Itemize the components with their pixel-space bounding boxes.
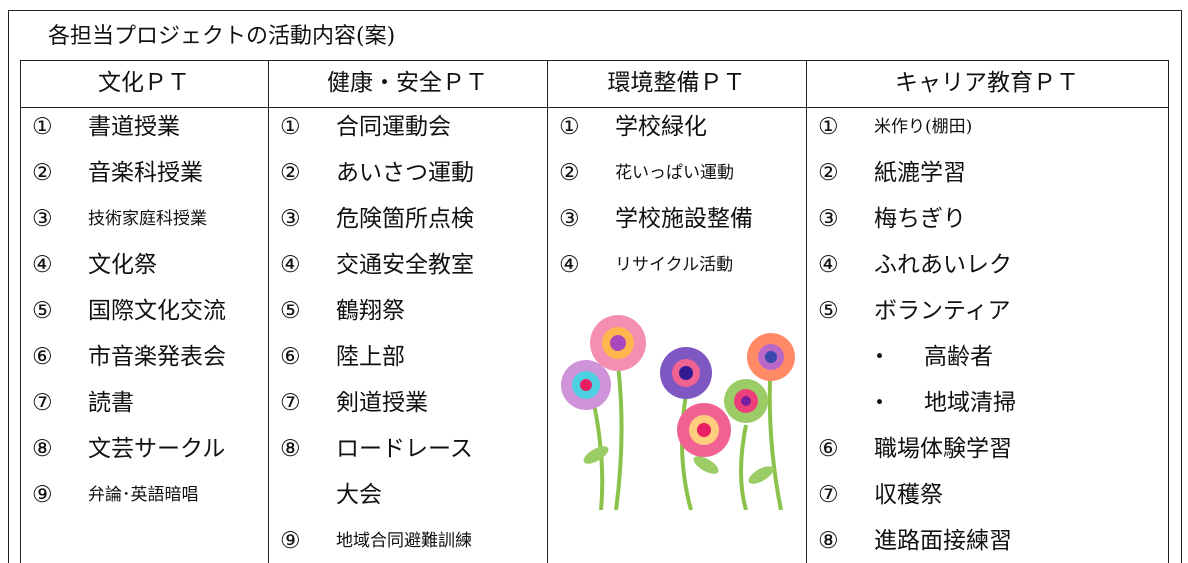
column-header: 文化ＰＴ (98, 70, 190, 96)
rule (20, 107, 1168, 108)
item-text: ふれあいレク (874, 252, 1012, 278)
item-number: ⑥ (32, 344, 53, 370)
item-number: ① (559, 114, 580, 140)
item-number: ⑤ (818, 298, 839, 324)
item-text: 地域清掃 (924, 390, 1016, 416)
item-number: ・ (868, 344, 891, 370)
item-text: 学校緑化 (615, 114, 707, 140)
column-rule (20, 60, 21, 563)
item-number: ⑤ (280, 298, 301, 324)
item-text: 市音楽発表会 (88, 344, 226, 370)
item-number: ③ (818, 206, 839, 232)
item-number: ③ (32, 206, 53, 232)
item-number: ⑨ (32, 482, 53, 508)
item-text: 読書 (88, 390, 134, 416)
column-rule (547, 60, 548, 563)
frame (8, 10, 1182, 563)
item-text: 音楽科授業 (88, 160, 203, 186)
column-rule (268, 60, 269, 563)
item-number: ④ (32, 252, 53, 278)
flowers (561, 315, 795, 510)
item-text: 文芸サークル (88, 436, 226, 462)
item-text: 職場体験学習 (874, 436, 1012, 462)
item-text: 鶴翔祭 (336, 298, 405, 324)
item-number: ① (280, 114, 301, 140)
item-text: 収穫祭 (874, 482, 943, 508)
item-number: ⑧ (280, 436, 301, 462)
item-number: ⑦ (818, 482, 839, 508)
item-text: 花いっぱい運動 (615, 163, 734, 183)
item-text: 地域合同避難訓練 (336, 531, 472, 551)
item-text: 梅ちぎり (874, 206, 966, 232)
item-number: ⑨ (280, 528, 301, 554)
item-text: 技術家庭科授業 (88, 209, 207, 229)
item-text: 大会 (336, 482, 382, 508)
item-text: 文化祭 (88, 252, 157, 278)
item-number: ④ (280, 252, 301, 278)
item-number: ⑧ (32, 436, 53, 462)
column-header: キャリア教育ＰＴ (895, 70, 1079, 96)
item-number: ⑤ (32, 298, 53, 324)
item-text: 米作り(棚田) (874, 117, 973, 137)
column-rule (806, 60, 807, 563)
column-header: 環境整備ＰＴ (607, 70, 746, 96)
item-number: ② (559, 160, 580, 186)
item-number: ④ (818, 252, 839, 278)
item-number: ⑥ (818, 436, 839, 462)
item-number: ① (32, 114, 53, 140)
item-text: 国際文化交流 (88, 298, 226, 324)
item-text: 陸上部 (336, 344, 405, 370)
item-text: リサイクル活動 (615, 255, 734, 275)
item-text: あいさつ運動 (336, 160, 474, 186)
item-number: ③ (280, 206, 301, 232)
item-number: ⑦ (280, 390, 301, 416)
item-text: 書道授業 (88, 114, 180, 140)
item-text: ボランティア (874, 298, 1011, 324)
item-number: ④ (559, 252, 580, 278)
item-text: 剣道授業 (336, 390, 428, 416)
item-text: 危険箇所点検 (336, 206, 474, 232)
title: 各担当プロジェクトの活動内容(案) (48, 24, 396, 49)
item-text: ロードレース (336, 436, 473, 462)
item-number: ⑥ (280, 344, 301, 370)
item-number: ・ (868, 390, 891, 416)
item-text: 紙漉学習 (874, 160, 966, 186)
item-text: 学校施設整備 (615, 206, 753, 232)
item-number: ⑧ (818, 528, 839, 554)
item-text: 進路面接練習 (874, 528, 1012, 554)
column-rule (1168, 60, 1169, 563)
rule (20, 60, 1168, 61)
item-text: 高齢者 (924, 344, 993, 370)
item-number: ⑦ (32, 390, 53, 416)
item-text: 弁論･英語暗唱 (88, 485, 199, 505)
item-number: ③ (559, 206, 580, 232)
item-text: 合同運動会 (336, 114, 451, 140)
item-text: 交通安全教室 (336, 252, 474, 278)
item-number: ① (818, 114, 839, 140)
item-number: ② (280, 160, 301, 186)
item-number: ② (32, 160, 53, 186)
column-header: 健康・安全ＰＴ (327, 70, 488, 96)
item-number: ② (818, 160, 839, 186)
